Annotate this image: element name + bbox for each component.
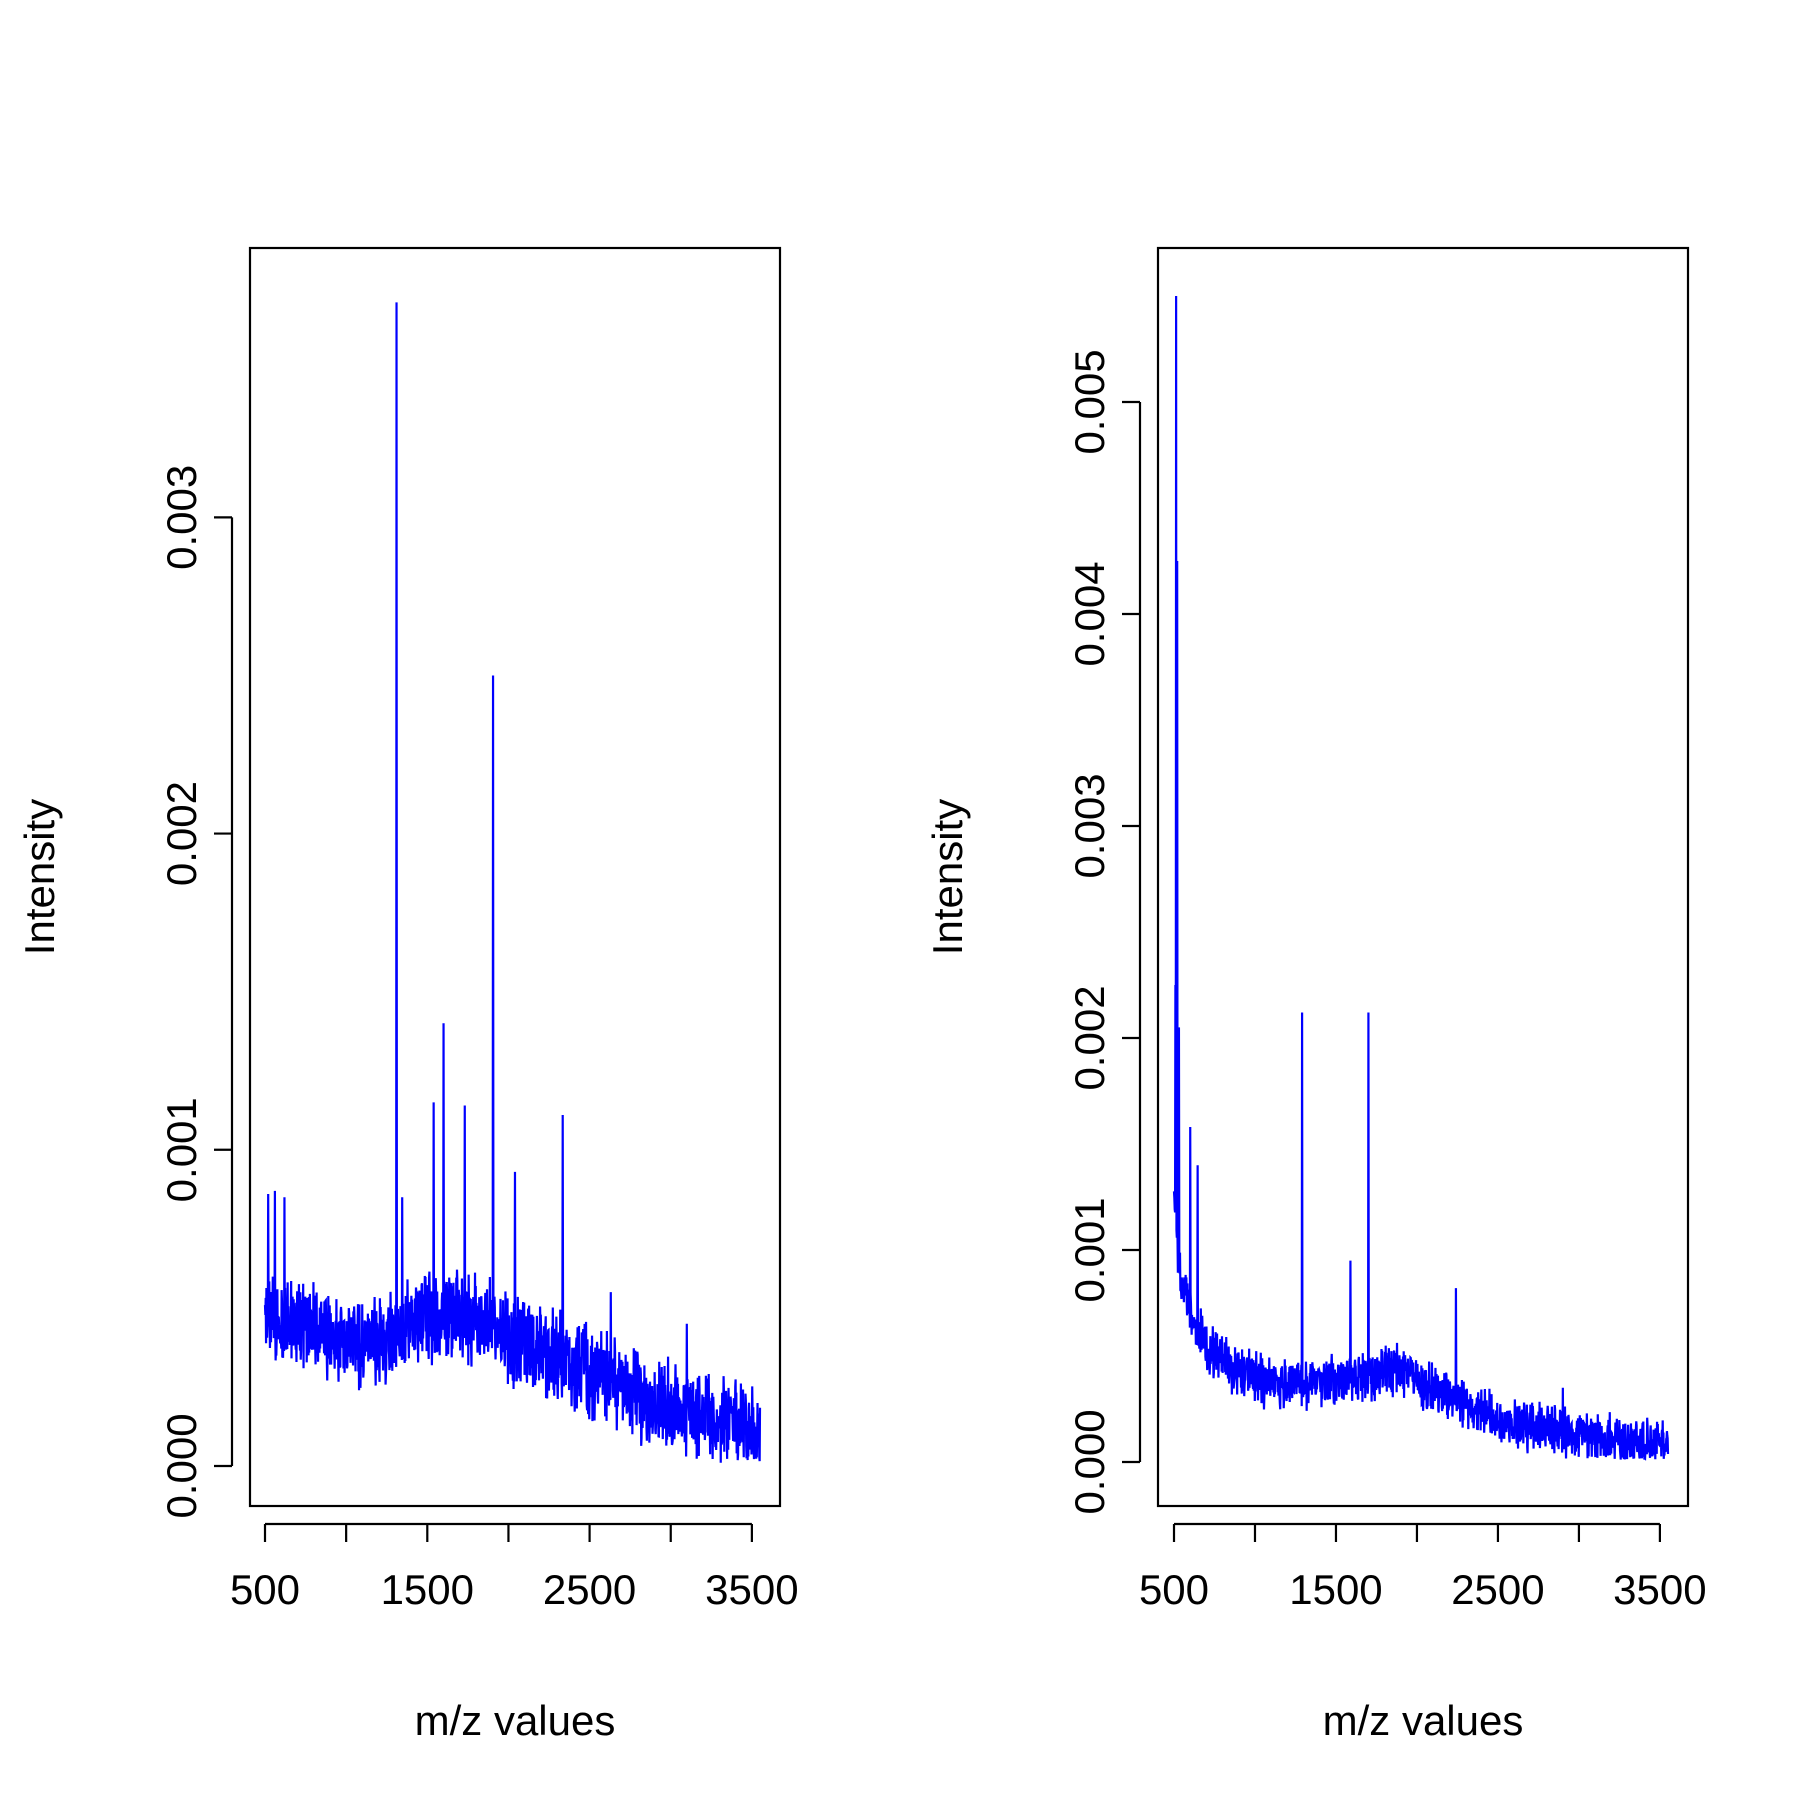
x-tick-label: 2500	[543, 1566, 636, 1613]
y-axis: 0.000 0.001 0.002 0.003	[158, 465, 234, 1519]
y-tick-label: 0.005	[1066, 349, 1113, 454]
plot-frame	[248, 246, 782, 1508]
y-tick-label: 0.003	[1066, 773, 1113, 878]
x-axis: 500 1500 2500 3500	[230, 1522, 799, 1613]
x-tick-label: 1500	[381, 1566, 474, 1613]
x-tick-label: 2500	[1451, 1566, 1544, 1613]
y-tick-label: 0.002	[158, 781, 205, 886]
plot-frame	[1156, 246, 1690, 1508]
spectrum-line	[263, 302, 762, 1463]
y-axis-title: Intensity	[924, 799, 971, 955]
x-tick-label: 3500	[1613, 1566, 1706, 1613]
spectrum-series	[263, 302, 762, 1463]
right-spectrum-panel: 500 1500 2500 3500 0.0000.0010.0020.0030.00…	[924, 246, 1707, 1744]
x-axis: 500 1500 2500 3500	[1139, 1522, 1707, 1613]
y-tick-label: 0.003	[158, 465, 205, 570]
y-tick-label: 0.001	[1066, 1197, 1113, 1302]
y-tick-label: 0.002	[1066, 985, 1113, 1090]
x-tick-label: 500	[1139, 1566, 1209, 1613]
y-tick-label: 0.004	[1066, 561, 1113, 666]
x-axis-title: m/z values	[1323, 1697, 1524, 1744]
y-tick-label: 0.000	[1066, 1409, 1113, 1514]
y-tick-label: 0.000	[158, 1413, 205, 1518]
x-tick-label: 3500	[705, 1566, 798, 1613]
y-tick-label: 0.001	[158, 1097, 205, 1202]
x-tick-label: 500	[230, 1566, 300, 1613]
spectrum-line	[1172, 295, 1670, 1461]
x-tick-label: 1500	[1289, 1566, 1382, 1613]
y-axis-title: Intensity	[16, 799, 63, 955]
left-spectrum-panel: 500 1500 2500 3500 0.000 0.001 0.002 0.003 m/z…	[16, 246, 799, 1744]
y-axis: 0.000 0.001 0.002 0.003 0.004 0.005	[1066, 349, 1142, 1515]
x-axis-title: m/z values	[415, 1697, 616, 1744]
spectrum-series	[1172, 295, 1670, 1461]
